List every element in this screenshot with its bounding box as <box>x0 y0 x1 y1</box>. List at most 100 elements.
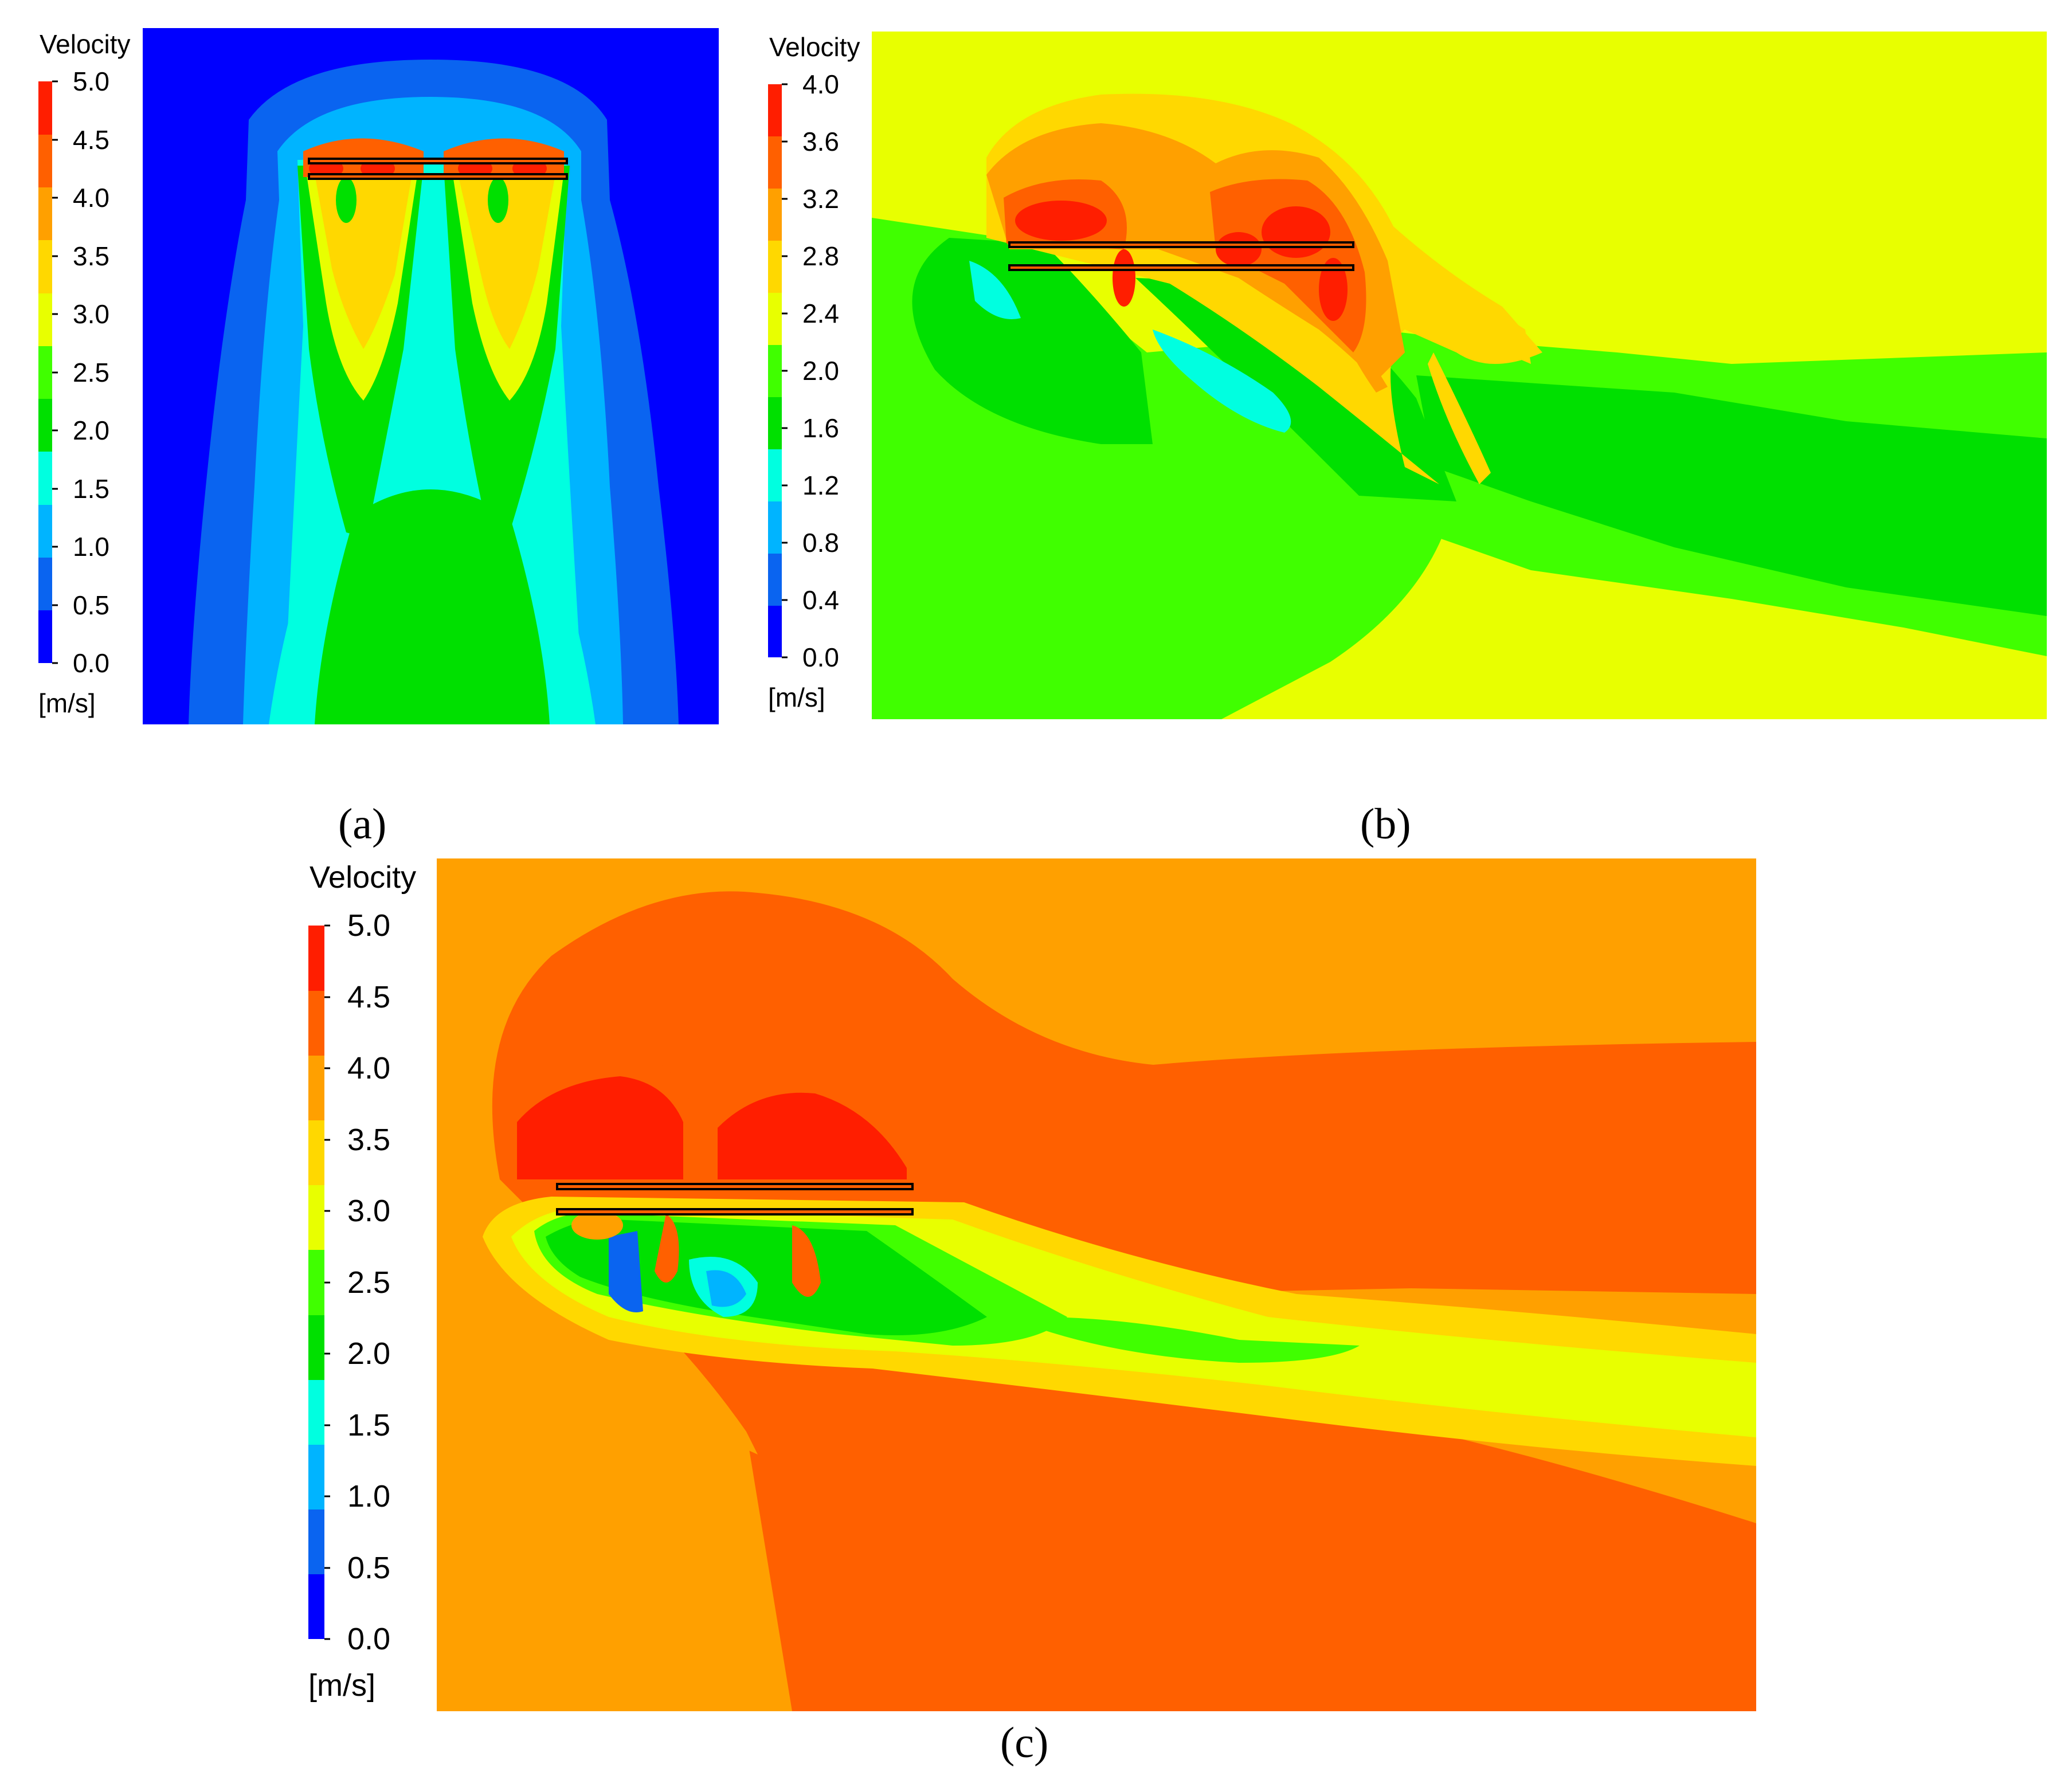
colorbar-tick-mark <box>324 1567 330 1569</box>
colorbar-tick-mark <box>324 1424 330 1426</box>
colorbar-band <box>768 240 782 293</box>
colorbar-tick-mark <box>782 484 788 487</box>
contour-plot-c <box>437 858 1756 1711</box>
colorbar-tick-mark <box>324 1352 330 1355</box>
colorbar-band <box>308 1249 324 1315</box>
colorbar-tick-mark <box>782 599 788 601</box>
colorbar-band <box>38 346 52 399</box>
colorbar-band <box>308 926 324 991</box>
colorbar-tick-label: 4.0 <box>802 69 839 99</box>
colorbar-band <box>38 293 52 346</box>
colorbar-tick-label: 0.0 <box>802 642 839 672</box>
colorbar-band <box>768 188 782 241</box>
colorbar-tick-label: 2.0 <box>802 356 839 386</box>
colorbar-tick-label: 2.4 <box>802 299 839 328</box>
contour-plot-c-svg <box>437 858 1756 1711</box>
colorbar-tick-label: 0.5 <box>347 1550 391 1585</box>
colorbar-band <box>38 187 52 241</box>
colorbar-tick-label: 5.0 <box>73 66 109 96</box>
colorbar-tick-label: 1.6 <box>802 413 839 443</box>
panel-b-caption: (b) <box>1360 800 1411 848</box>
colorbar-tick-label: 3.6 <box>802 127 839 156</box>
colorbar-tick-label: 4.5 <box>347 979 391 1014</box>
colorbar-band <box>768 605 782 658</box>
colorbar-tick-label: 0.0 <box>73 648 109 678</box>
colorbar-tick-label: 2.5 <box>347 1265 391 1300</box>
colorbar-band <box>38 557 52 611</box>
colorbar-band <box>768 344 782 397</box>
colorbar-band <box>768 397 782 449</box>
colorbar-tick-label: 5.0 <box>347 908 391 943</box>
colorbar-band <box>768 136 782 189</box>
colorbar-tick-mark <box>52 255 58 257</box>
colorbar-band <box>308 1315 324 1380</box>
colorbar-tick-mark <box>52 662 58 664</box>
colorbar-band <box>308 1055 324 1121</box>
colorbar-c-unit: [m/s] <box>308 1668 375 1703</box>
colorbar-tick-label: 3.5 <box>73 241 109 271</box>
colorbar-band <box>38 240 52 293</box>
colorbar-tick-label: 1.5 <box>347 1407 391 1442</box>
colorbar-tick-label: 2.8 <box>802 241 839 271</box>
panel-a-caption: (a) <box>338 800 387 848</box>
colorbar-band <box>38 504 52 558</box>
colorbar-tick-label: 0.8 <box>802 528 839 558</box>
colorbar-c: Velocity 0.0 0.5 1.0 1.5 2.0 2.5 3.0 3.5 4.0 4.5 5… <box>308 860 446 1725</box>
contour-plot-b-svg <box>872 32 2047 719</box>
colorbar-b: Velocity 0.0 0.4 0.8 1.2 1.6 2.0 2.4 2.8 3.2 3.6 4… <box>768 32 894 725</box>
colorbar-tick-label: 0.4 <box>802 585 839 615</box>
colorbar-tick-label: 1.0 <box>73 532 109 562</box>
colorbar-band <box>308 990 324 1056</box>
colorbar-tick-mark <box>52 313 58 315</box>
colorbar-b-unit: [m/s] <box>768 683 825 712</box>
colorbar-tick-mark <box>782 140 788 143</box>
colorbar-tick-mark <box>782 83 788 85</box>
colorbar-tick-mark <box>324 1067 330 1069</box>
colorbar-tick-label: 4.0 <box>73 183 109 213</box>
colorbar-tick-mark <box>324 996 330 998</box>
colorbar-tick-label: 1.2 <box>802 470 839 500</box>
colorbar-band <box>38 398 52 452</box>
colorbar-tick-mark <box>782 542 788 544</box>
panel-c-caption: (c) <box>1000 1719 1049 1767</box>
contour-plot-a-svg <box>143 28 719 724</box>
colorbar-tick-mark <box>782 370 788 372</box>
colorbar-tick-mark <box>52 371 58 373</box>
colorbar-b-title: Velocity <box>769 32 860 62</box>
colorbar-band <box>38 134 52 188</box>
colorbar-band <box>308 1444 324 1510</box>
colorbar-band <box>38 81 52 135</box>
colorbar-band <box>768 501 782 554</box>
colorbar-tick-label: 3.5 <box>347 1122 391 1157</box>
colorbar-tick-label: 4.0 <box>347 1051 391 1085</box>
colorbar-tick-label: 1.5 <box>73 473 109 504</box>
contour-plot-b <box>872 32 2047 719</box>
colorbar-tick-mark <box>52 429 58 432</box>
colorbar-band <box>768 449 782 501</box>
colorbar-a-title: Velocity <box>40 29 131 59</box>
colorbar-tick-label: 0.0 <box>347 1622 391 1656</box>
colorbar-tick-mark <box>782 312 788 315</box>
colorbar-tick-label: 0.5 <box>73 590 109 620</box>
colorbar-tick-label: 1.0 <box>347 1479 391 1514</box>
colorbar-tick-mark <box>324 1281 330 1283</box>
colorbar-band <box>308 1574 324 1640</box>
colorbar-tick-label: 2.0 <box>347 1336 391 1371</box>
colorbar-tick-mark <box>324 924 330 927</box>
colorbar-tick-label: 3.2 <box>802 184 839 214</box>
colorbar-tick-label: 2.5 <box>73 357 109 387</box>
colorbar-tick-mark <box>52 488 58 489</box>
colorbar-tick-mark <box>324 1638 330 1640</box>
colorbar-band <box>308 1509 324 1575</box>
colorbar-tick-label: 3.0 <box>73 299 109 329</box>
colorbar-band <box>308 1185 324 1250</box>
colorbar-a-unit: [m/s] <box>38 688 96 718</box>
colorbar-a: Velocity 0.0 0.5 1.0 1.5 2.0 2.5 3.0 3.5 4.0 4.5 5… <box>38 29 164 728</box>
colorbar-tick-label: 3.0 <box>347 1194 391 1228</box>
colorbar-c-title: Velocity <box>310 860 417 895</box>
colorbar-tick-mark <box>782 198 788 200</box>
colorbar-band <box>768 84 782 137</box>
colorbar-band <box>38 610 52 664</box>
colorbar-tick-mark <box>52 139 58 140</box>
colorbar-tick-mark <box>324 1495 330 1497</box>
